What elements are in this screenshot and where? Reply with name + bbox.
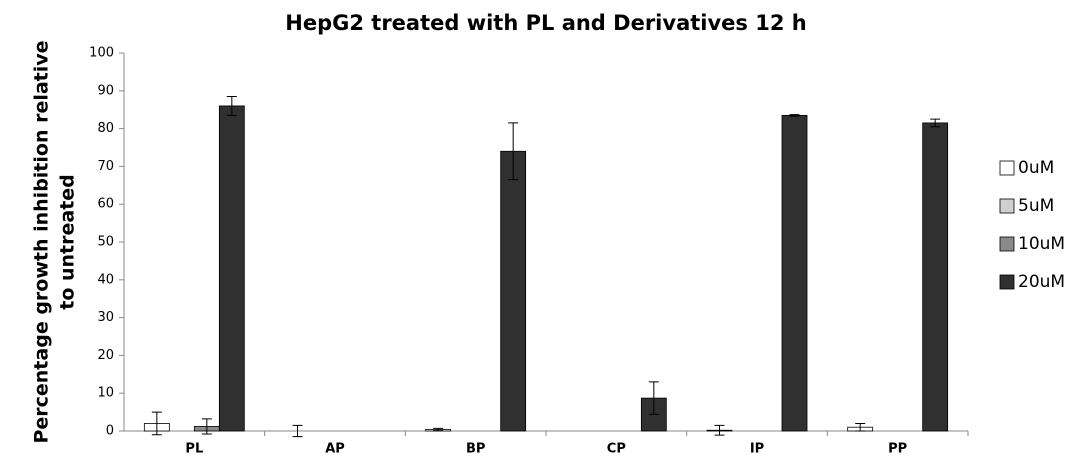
error-bar: [930, 118, 941, 128]
y-tick-label: 70: [97, 159, 114, 174]
x-tick-label: PL: [185, 442, 203, 457]
legend-swatch: [999, 236, 1015, 252]
error-bar: [433, 427, 444, 432]
error-bar: [226, 95, 237, 116]
y-axis-label: to untreated: [57, 174, 79, 310]
legend-label: 0uM: [1018, 158, 1054, 178]
legend-swatch: [999, 160, 1015, 176]
x-tick-label: CP: [607, 442, 626, 457]
legend-label: 5uM: [1018, 196, 1054, 216]
bar: [218, 105, 245, 432]
error-bar: [151, 411, 162, 436]
bar: [781, 114, 808, 432]
error-bar: [292, 424, 303, 438]
y-tick-label: 100: [89, 46, 114, 61]
y-tick-label: 20: [97, 348, 114, 363]
x-tick-label: AP: [325, 442, 345, 457]
legend-label: 10uM: [1018, 234, 1065, 254]
y-tick-label: 30: [97, 310, 114, 325]
legend-swatch: [999, 274, 1015, 290]
y-axis-label: Percentage growth inhibition relative: [31, 40, 53, 443]
error-bar: [789, 114, 800, 117]
y-tick-label: 60: [97, 197, 114, 212]
y-tick-label: 50: [97, 235, 114, 250]
legend-swatch: [999, 198, 1015, 214]
bar: [922, 122, 949, 432]
error-bar: [714, 424, 725, 436]
error-bar: [201, 418, 212, 435]
error-bar: [508, 122, 519, 181]
bar: [500, 150, 527, 432]
y-tick-label: 80: [97, 121, 114, 136]
error-bar: [648, 381, 659, 415]
y-tick-label: 0: [106, 424, 114, 439]
chart-title: HepG2 treated with PL and Derivatives 12…: [285, 11, 806, 35]
y-tick-label: 90: [97, 83, 114, 98]
legend-label: 20uM: [1018, 272, 1065, 292]
y-tick-label: 10: [97, 386, 114, 401]
x-tick-label: PP: [888, 442, 907, 457]
x-tick-label: BP: [466, 442, 485, 457]
y-tick-label: 40: [97, 272, 114, 287]
error-bar: [855, 422, 866, 432]
x-tick-label: IP: [750, 442, 764, 457]
